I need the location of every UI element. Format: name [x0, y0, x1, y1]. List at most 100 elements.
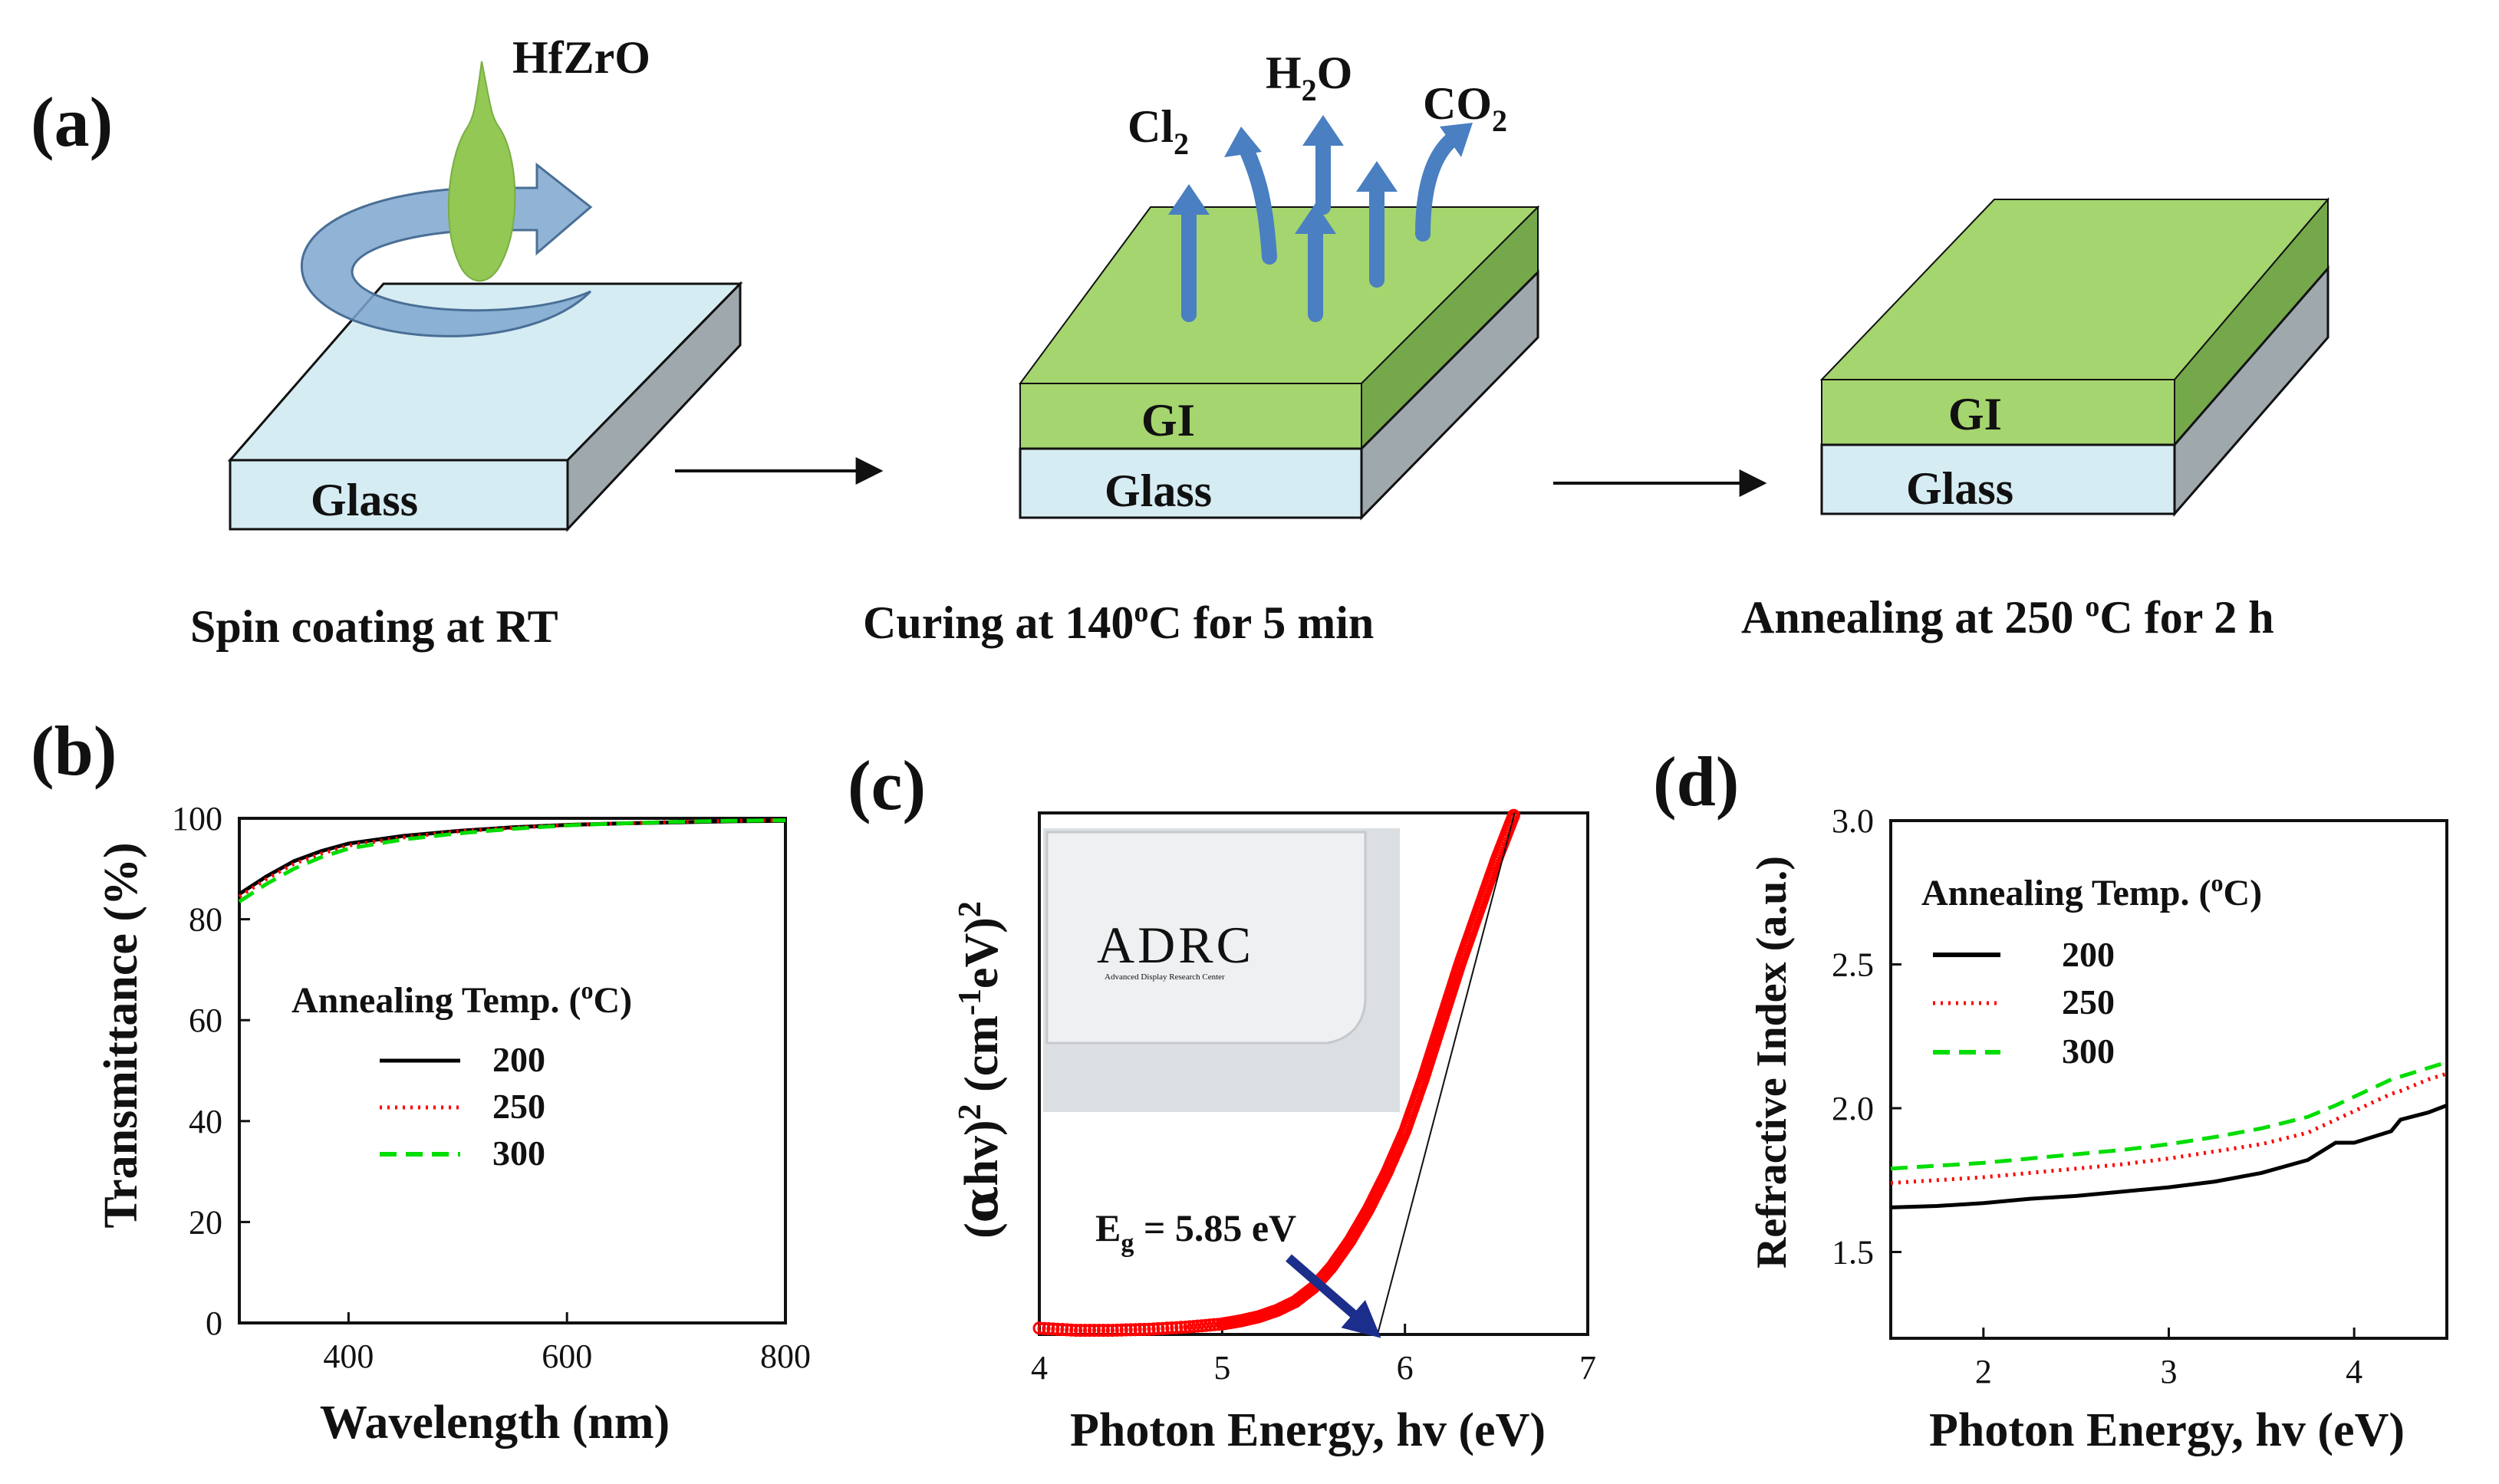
chart-c-point: [1128, 1323, 1142, 1337]
chart-d-legend-200: 200: [2062, 935, 2115, 974]
chart-c-xtick-label: 4: [1031, 1349, 1048, 1387]
chart-b-series-250: [238, 818, 786, 899]
chart-d-xtick-label: 2: [1975, 1353, 1992, 1390]
chart-b-axes: 400 600 800 0 20 40 60 80 100: [172, 800, 811, 1375]
gas-co2: CO2: [1423, 78, 1507, 138]
chart-b-ytick-label: 20: [189, 1203, 222, 1241]
chart-b-xtick-label: 800: [760, 1338, 811, 1375]
chart-d-series-300: [1890, 1060, 2448, 1171]
chart-c-xlabel: Photon Energy, hv (eV): [1070, 1404, 1546, 1456]
step-2-caption: Curing at 140oC for 5 min: [863, 596, 1374, 648]
chart-b-ytick-label: 60: [189, 1002, 222, 1039]
chart-d-series-200: [1890, 1103, 2448, 1209]
hfzro-drop: HfZrO: [447, 32, 650, 282]
chart-c-point: [1119, 1323, 1133, 1337]
chart-d-ytick-label: 1.5: [1832, 1234, 1874, 1272]
chart-c-point: [1069, 1324, 1083, 1338]
chart-c-point: [1096, 1324, 1110, 1338]
panel-c-label: (c): [848, 746, 926, 824]
chart-c-point: [1074, 1324, 1088, 1338]
chart-c-point: [1083, 1324, 1096, 1338]
chart-c-point: [1055, 1323, 1069, 1336]
chart-c-xtick-label: 5: [1213, 1349, 1230, 1387]
chart-c-point: [1174, 1321, 1188, 1334]
chart-c-point: [1037, 1321, 1051, 1335]
chart-c-point: [1092, 1324, 1105, 1338]
chart-b-series-300: [238, 818, 786, 903]
glass-slab-1: Glass: [227, 281, 743, 532]
chart-c-point: [1161, 1321, 1174, 1335]
chart-c-frame: [1038, 811, 1589, 1336]
glass-label-2: Glass: [1105, 466, 1212, 516]
chart-c-point: [1142, 1322, 1156, 1336]
chart-c-point: [1088, 1324, 1101, 1338]
chart-b-xtick-label: 600: [542, 1338, 592, 1375]
chart-c-point: [1051, 1322, 1065, 1336]
chart-c-point: [1506, 808, 1520, 822]
chart-b-legend-title: Annealing Temp. (oC): [291, 976, 632, 1021]
chart-c-series: [1032, 808, 1520, 1338]
chart-b-ytick-label: 40: [189, 1103, 222, 1140]
chart-c-point: [1115, 1323, 1128, 1337]
chart-c-point: [1065, 1323, 1078, 1337]
chart-b-ytick-label: 80: [189, 901, 222, 939]
chart-d-series-250: [1890, 1071, 2448, 1185]
chart-d-axes: 2 3 4 1.5 2.0 2.5 3.0: [1832, 802, 2448, 1390]
step-3-caption: Annealing at 250 oC for 2 h: [1741, 591, 2274, 643]
glass-label-3: Glass: [1906, 463, 2013, 514]
chart-d-ylabel: Refractive Index (a.u.): [1748, 856, 1796, 1268]
chart-c-point: [1124, 1323, 1138, 1337]
panel-a-label: (a): [31, 83, 113, 161]
panel-d-label: (d): [1653, 742, 1739, 821]
chart-b-xlabel: Wavelength (nm): [320, 1397, 670, 1449]
chart-c-point: [1078, 1324, 1092, 1338]
film-stack-2: GI Glass: [1019, 205, 1540, 521]
panel-c: (c) 4 5 6 7 ADRC Advanced Display Research …: [848, 746, 1596, 1456]
chart-c-inset-photo: ADRC Advanced Display Research Center: [1043, 828, 1400, 1112]
chart-b-legend: Annealing Temp. (oC) 200 250 300: [291, 976, 632, 1173]
spin-arrow: [300, 162, 593, 337]
chart-c-point: [1147, 1322, 1161, 1336]
gas-arrows: [1181, 130, 1461, 322]
inset-logo-subtitle: Advanced Display Research Center: [1105, 972, 1225, 982]
chart-c-point: [1165, 1321, 1179, 1334]
chart-b-legend-200: 200: [492, 1040, 545, 1079]
inset-logo-text: ADRC: [1097, 916, 1254, 974]
gas-arrowheads: [1168, 115, 1473, 234]
chart-d-legend-250: 250: [2062, 982, 2115, 1022]
gas-h2o: H2O: [1266, 48, 1352, 107]
step-1-caption: Spin coating at RT: [190, 601, 558, 652]
chart-c-xtick-label: 7: [1579, 1349, 1596, 1387]
panel-d: (d) 2 3 4 1.5 2.0 2.5 3.0 Photon Energy, hv (e…: [1653, 742, 2448, 1456]
panel-a: (a) Glass HfZrO GI Glass: [31, 32, 2330, 652]
chart-d-xtick-label: 4: [2346, 1353, 2362, 1390]
chart-d-ytick-label: 2.5: [1832, 946, 1874, 984]
chart-b-legend-300: 300: [492, 1134, 545, 1173]
chart-b-xtick-label: 400: [323, 1338, 374, 1375]
film-label-2: GI: [1141, 395, 1195, 446]
chart-c-point: [1138, 1322, 1151, 1336]
chart-c-point: [1042, 1322, 1055, 1335]
chart-d-ytick-label: 3.0: [1832, 802, 1874, 840]
chart-c-annotation: Eg = 5.85 eV: [1095, 1206, 1296, 1258]
precursor-label: HfZrO: [512, 32, 650, 83]
gas-cl2: Cl2: [1128, 101, 1189, 161]
chart-c-ylabel: (αhv)2 (cm-1eV)2: [953, 901, 1009, 1239]
chart-c-tangent: [1376, 812, 1516, 1335]
chart-b-series: [238, 818, 786, 903]
chart-b-frame: [238, 817, 787, 1324]
chart-d-ytick-label: 2.0: [1832, 1090, 1874, 1127]
chart-d-series: [1890, 1060, 2448, 1209]
chart-d-legend-300: 300: [2062, 1032, 2115, 1071]
chart-c-point: [1101, 1324, 1115, 1338]
chart-c-point: [1151, 1322, 1165, 1335]
chart-c-axes: 4 5 6 7: [1031, 811, 1596, 1387]
chart-c-point: [1133, 1323, 1147, 1336]
chart-d-xlabel: Photon Energy, hv (eV): [1929, 1404, 2405, 1456]
chart-c-point: [1105, 1324, 1119, 1338]
film-label-3: GI: [1948, 389, 2002, 439]
chart-d-xtick-label: 3: [2161, 1353, 2178, 1390]
chart-d-legend-title: Annealing Temp. (oC): [1921, 869, 2262, 913]
chart-d-legend: Annealing Temp. (oC) 200 250 300: [1921, 869, 2262, 1071]
